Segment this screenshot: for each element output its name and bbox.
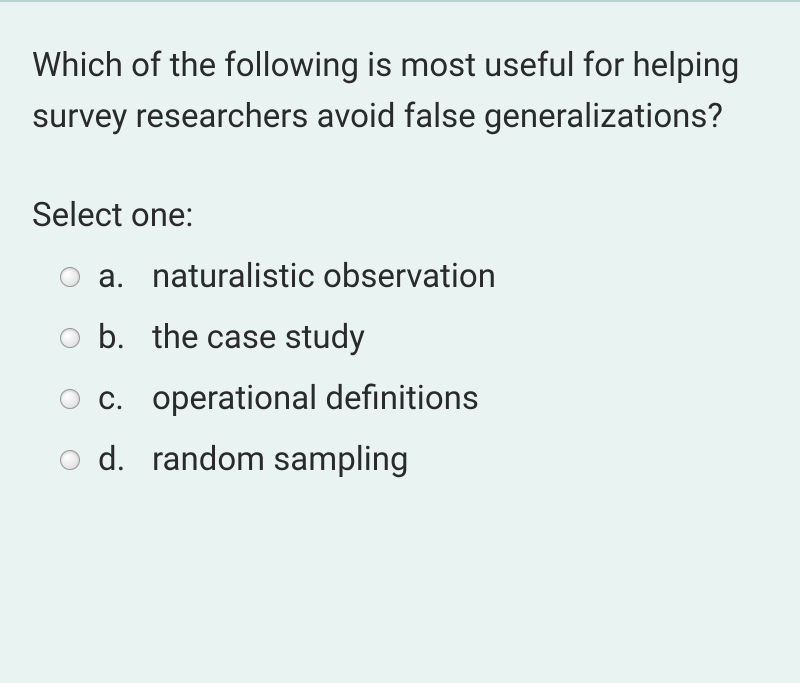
question-text: Which of the following is most useful fo… [32, 40, 768, 142]
option-text: naturalistic observation [152, 257, 496, 296]
option-text: operational definitions [152, 379, 479, 418]
option-letter: a. [98, 257, 130, 296]
option-letter: c. [98, 379, 130, 418]
option-label-b[interactable]: b. the case study [98, 318, 365, 357]
option-a: a. naturalistic observation [60, 257, 768, 296]
option-letter: b. [98, 318, 130, 357]
options-list: a. naturalistic observation b. the case … [32, 257, 768, 479]
select-prompt: Select one: [32, 196, 768, 235]
option-letter: d. [98, 440, 130, 479]
option-text: the case study [152, 318, 365, 357]
option-b: b. the case study [60, 318, 768, 357]
radio-option-b[interactable] [60, 328, 80, 348]
radio-option-a[interactable] [60, 267, 80, 287]
option-label-a[interactable]: a. naturalistic observation [98, 257, 496, 296]
option-label-d[interactable]: d. random sampling [98, 440, 409, 479]
option-text: random sampling [152, 440, 409, 479]
radio-option-d[interactable] [60, 450, 80, 470]
radio-option-c[interactable] [60, 389, 80, 409]
option-d: d. random sampling [60, 440, 768, 479]
option-label-c[interactable]: c. operational definitions [98, 379, 479, 418]
option-c: c. operational definitions [60, 379, 768, 418]
